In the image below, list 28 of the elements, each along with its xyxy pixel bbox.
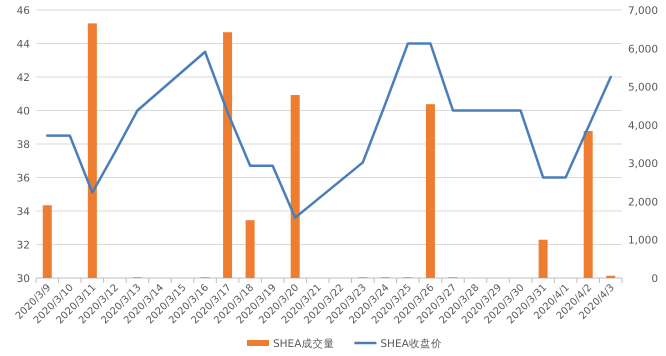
y-tick-label: 36 [16,172,30,184]
y-tick-label: 34 [16,206,30,218]
bar [426,104,435,278]
y2-tick-label: 6,000 [628,43,658,56]
y-tick-label: 42 [16,72,30,84]
y2-tick-label: 2,000 [628,196,658,208]
y-tick-label: 30 [16,273,30,285]
y2-tick-label: 1,000 [628,234,658,247]
legend-label: SHEA收盘价 [380,338,442,350]
bar [223,32,232,278]
y-tick-label: 46 [16,5,30,17]
y-tick-label: 38 [16,139,30,151]
y2-tick-label: 3,000 [628,158,658,170]
y-tick-label: 44 [16,38,30,50]
bar [88,23,97,278]
y-tick-label: 40 [16,106,30,118]
y-tick-label: 32 [16,240,30,252]
y2-tick-label: 7,000 [628,5,658,17]
y2-tick-label: 5,000 [628,82,658,94]
legend-label: SHEA成交量 [273,337,334,350]
y2-tick-label: 4,000 [628,120,658,132]
line-series [46,42,612,219]
bar [538,240,548,278]
bar [246,220,255,278]
bar [42,205,52,278]
bar [290,94,300,278]
bar [584,130,593,278]
y2-tick-label: 0 [651,273,658,285]
